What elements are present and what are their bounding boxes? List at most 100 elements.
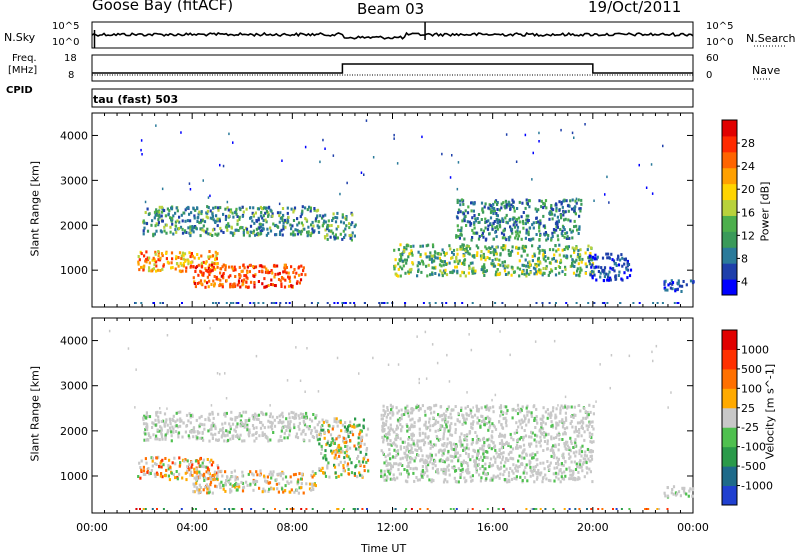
power-cell: [336, 236, 339, 240]
velocity-cell: [490, 434, 493, 438]
velocity-cell: [249, 470, 252, 474]
power-cell: [342, 229, 345, 233]
velocity-cell: [488, 420, 491, 424]
velocity-cell: [569, 455, 572, 459]
power-cell: [459, 247, 462, 251]
power-cell: [283, 263, 286, 267]
velocity-cell: [672, 492, 675, 496]
power-cell: [278, 214, 281, 218]
power-cell: [322, 221, 325, 225]
power-cell: [409, 270, 412, 274]
velocity-cell: [174, 476, 177, 480]
power-cell: [554, 259, 557, 263]
power-cell: [279, 230, 282, 234]
velocity-cell: [458, 439, 461, 443]
power-cell: [491, 206, 494, 209]
power-cell: [456, 248, 459, 252]
power-cell: [155, 229, 158, 233]
velocity-cell: [311, 470, 314, 474]
power-cell: [434, 265, 437, 269]
velocity-cell: [539, 417, 542, 421]
power-cell: [503, 228, 506, 232]
velocity-cell: [255, 426, 258, 430]
power-cell: [488, 246, 491, 250]
power-near-range-cell: [501, 302, 504, 304]
velocity-cell: [487, 416, 491, 420]
velocity-cell: [528, 453, 532, 457]
power-cell: [200, 270, 203, 274]
power-cell: [345, 217, 348, 221]
power-cell: [161, 210, 164, 214]
power-cell: [298, 281, 301, 285]
power-cell: [407, 270, 410, 274]
power-cell: [215, 214, 218, 218]
power-sparse-cell: [396, 162, 399, 165]
power-cell: [315, 209, 318, 213]
velocity-cell: [451, 447, 454, 451]
velocity-cell: [549, 479, 552, 483]
velocity-cell: [241, 439, 244, 443]
velocity-cell: [189, 467, 192, 471]
velocity-cell: [357, 441, 360, 445]
velocity-cell: [229, 477, 232, 481]
power-near-range-cell: [275, 302, 278, 304]
power-cell: [568, 204, 571, 208]
velocity-cell: [406, 411, 409, 415]
power-cell: [166, 260, 169, 264]
power-cell: [211, 212, 214, 216]
velocity-cell: [304, 416, 307, 420]
velocity-cell: [518, 454, 521, 458]
velocity-near-range-cell: [666, 508, 669, 510]
power-cell: [567, 245, 570, 249]
power-cell: [603, 266, 607, 270]
velocity-cell: [217, 412, 220, 416]
velocity-cell: [520, 407, 523, 411]
power-cell: [300, 264, 303, 268]
velocity-cell: [587, 425, 590, 428]
power-cell: [664, 279, 667, 283]
power-cell: [466, 220, 469, 224]
power-cell: [492, 264, 495, 268]
power-cell: [267, 213, 270, 217]
velocity-cell: [564, 440, 568, 444]
power-cell: [146, 229, 150, 233]
velocity-sparse-cell: [127, 347, 130, 350]
velocity-cell: [540, 431, 543, 435]
power-cell: [219, 271, 222, 275]
power-cell: [550, 207, 553, 211]
power-cell: [460, 246, 463, 250]
velocity-cell: [536, 434, 539, 438]
velocity-cell: [528, 444, 531, 448]
power-cell: [525, 198, 528, 202]
power-cell: [544, 199, 548, 203]
velocity-cell: [564, 416, 568, 420]
power-cell: [174, 228, 177, 232]
velocity-cell: [193, 467, 196, 471]
power-cell: [301, 205, 304, 209]
velocity-cell: [540, 426, 543, 430]
power-near-range-cell: [310, 302, 313, 304]
velocity-sparse-cell: [166, 407, 168, 410]
power-cell: [610, 252, 613, 256]
velocity-cell: [214, 425, 217, 429]
velocity-cell: [460, 406, 463, 410]
freq-label: Freq.: [12, 53, 37, 64]
velocity-cell: [157, 420, 160, 424]
power-cell: [225, 223, 228, 227]
velocity-cell: [258, 486, 261, 490]
velocity-cell: [585, 424, 588, 428]
velocity-cell: [249, 482, 252, 486]
power-cell: [515, 223, 518, 227]
velocity-cell: [473, 413, 477, 417]
power-cell: [238, 265, 241, 269]
power-cell: [605, 272, 608, 276]
power-cell: [609, 278, 612, 282]
power-cell: [528, 260, 531, 264]
power-cell: [537, 257, 540, 261]
velocity-cell: [384, 455, 387, 459]
power-cell: [542, 224, 545, 228]
velocity-cell: [304, 432, 307, 436]
velocity-cell: [396, 449, 400, 453]
velocity-cell: [428, 478, 431, 482]
power-cell: [271, 212, 274, 216]
